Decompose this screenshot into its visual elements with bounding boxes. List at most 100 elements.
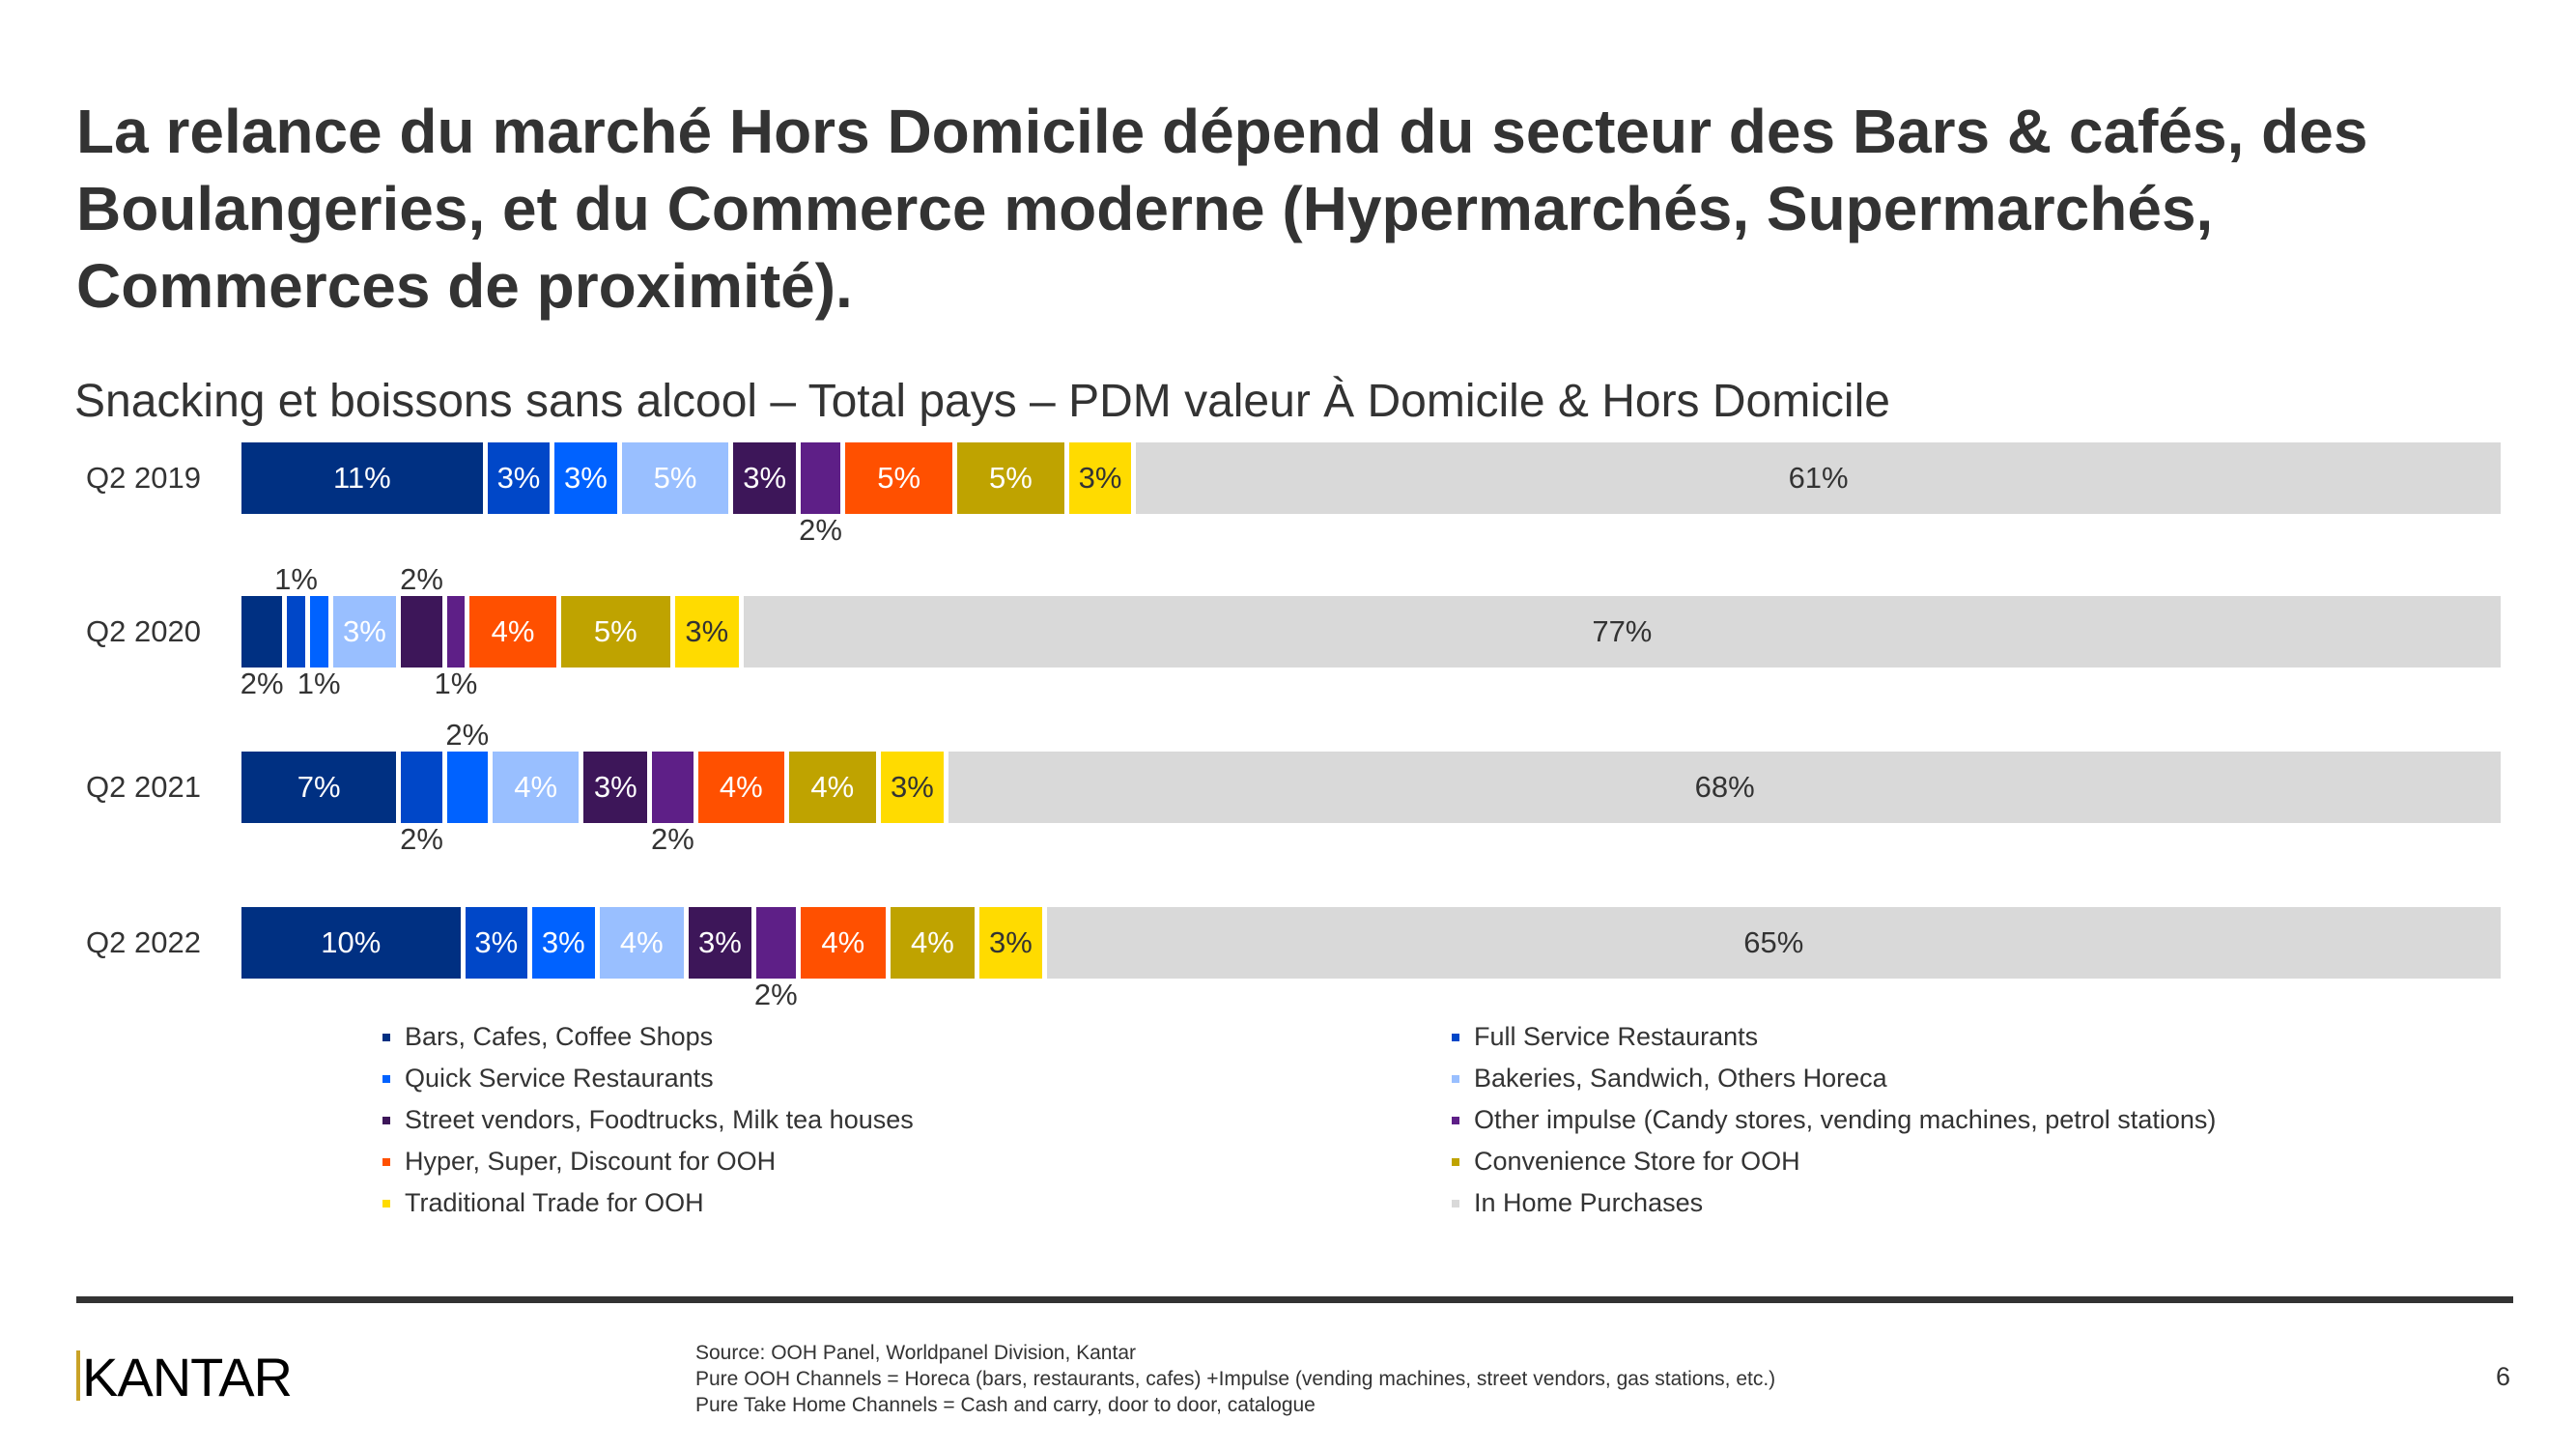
bar-segment: 3% — [674, 596, 744, 668]
bar-segment: 61% — [1136, 442, 2501, 514]
data-label: 3% — [343, 614, 386, 648]
data-label: 3% — [541, 925, 585, 959]
bar-segment: 3% — [733, 442, 801, 514]
legend-swatch — [1452, 1074, 1459, 1083]
legend-swatch — [1452, 1157, 1459, 1166]
legend-swatch — [382, 1199, 390, 1208]
data-label: 3% — [989, 925, 1033, 959]
legend-swatch — [1452, 1033, 1459, 1041]
bar-segment: 2% — [400, 563, 447, 668]
bar-segment: 3% — [332, 596, 402, 668]
bar-segment: 77% — [743, 596, 2501, 668]
legend-label: Bars, Cafes, Coffee Shops — [405, 1022, 714, 1051]
legend-swatch — [382, 1116, 390, 1124]
bar-segment: 2% — [754, 907, 801, 1011]
bar-segment: 2% — [400, 752, 447, 856]
data-label: 3% — [743, 461, 787, 495]
legend-item: In Home Purchases — [1452, 1188, 1703, 1218]
bar-segment: 3% — [583, 752, 653, 823]
data-label: 2% — [240, 667, 284, 700]
data-label: 3% — [1078, 461, 1122, 495]
data-label: 1% — [434, 667, 478, 700]
data-label: 2% — [400, 822, 443, 856]
bar-segment: 1% — [435, 596, 477, 700]
data-label: 3% — [496, 461, 541, 495]
data-label: 11% — [332, 461, 391, 495]
data-label: 4% — [491, 614, 535, 648]
data-label: 2% — [650, 822, 694, 856]
bar-segment: 4% — [800, 907, 891, 979]
legend-label: Traditional Trade for OOH — [405, 1188, 704, 1217]
data-label: 2% — [400, 562, 443, 596]
legend-swatch — [382, 1033, 390, 1041]
source-note: Source: OOH Panel, Worldpanel Division, … — [695, 1340, 1775, 1418]
legend-item: Hyper, Super, Discount for OOH — [382, 1147, 776, 1177]
data-label: 3% — [697, 925, 742, 959]
bar-segment: 3% — [880, 752, 949, 823]
data-label: 1% — [274, 562, 318, 596]
data-label: 5% — [653, 461, 697, 495]
legend-label: Other impulse (Candy stores, vending mac… — [1474, 1105, 2217, 1134]
bar-segment: 2% — [651, 752, 698, 856]
bar-segment: 3% — [532, 907, 600, 979]
bar-segment: 11% — [241, 442, 488, 514]
data-label: 4% — [810, 770, 855, 804]
data-label: 1% — [297, 667, 341, 700]
data-label: 5% — [877, 461, 921, 495]
data-label: 3% — [593, 770, 637, 804]
data-label: 2% — [799, 513, 842, 547]
data-label: 4% — [719, 770, 763, 804]
bar-segment: 5% — [621, 442, 734, 514]
legend-item: Bars, Cafes, Coffee Shops — [382, 1022, 713, 1052]
bar-segment: 3% — [465, 907, 533, 979]
data-label: 61% — [1788, 461, 1849, 495]
kantar-logo: KANTAR — [76, 1350, 292, 1401]
bar-segment: 4% — [789, 752, 881, 823]
data-label: 4% — [910, 925, 954, 959]
data-label: 77% — [1592, 614, 1653, 648]
data-label: 5% — [989, 461, 1033, 495]
bar-segment: 5% — [957, 442, 1069, 514]
bar-segment: 10% — [241, 907, 466, 979]
data-label: 3% — [685, 614, 729, 648]
bar-segment: 7% — [241, 752, 402, 823]
bar-segment: 3% — [487, 442, 555, 514]
page-number: 6 — [2496, 1362, 2511, 1391]
data-label: 68% — [1694, 770, 1755, 804]
legend-item: Traditional Trade for OOH — [382, 1188, 704, 1218]
bar-segment: 68% — [948, 752, 2501, 823]
bar-segment: 1% — [274, 563, 318, 668]
bar-segment: 1% — [297, 596, 341, 700]
bar-segment: 2% — [241, 596, 288, 700]
chart-subtitle: Snacking et boissons sans alcool – Total… — [74, 376, 1890, 427]
bar-segment: 3% — [979, 907, 1047, 979]
stacked-bar: 7% 2% 2% 4% 3% 2% 4% 4% 3% 68% — [241, 719, 2501, 856]
legend-label: Street vendors, Foodtrucks, Milk tea hou… — [405, 1105, 914, 1134]
category-label: Q2 2020 — [86, 614, 201, 648]
source-line: Source: OOH Panel, Worldpanel Division, … — [695, 1342, 1136, 1364]
source-line: Pure OOH Channels = Horeca (bars, restau… — [695, 1368, 1776, 1390]
legend-label: In Home Purchases — [1474, 1188, 1704, 1217]
bar-segment: 3% — [1068, 442, 1137, 514]
bar-segment: 2% — [445, 719, 493, 823]
legend-item: Full Service Restaurants — [1452, 1022, 1758, 1052]
data-label: 5% — [593, 614, 637, 648]
bar-segment: 4% — [599, 907, 690, 979]
legend-item: Street vendors, Foodtrucks, Milk tea hou… — [382, 1105, 914, 1135]
bar-segment: 4% — [492, 752, 584, 823]
legend-item: Other impulse (Candy stores, vending mac… — [1452, 1105, 2216, 1135]
legend-item: Convenience Store for OOH — [1452, 1147, 1800, 1177]
data-label: 3% — [891, 770, 934, 804]
bar-segment: 5% — [560, 596, 675, 668]
legend-label: Convenience Store for OOH — [1474, 1147, 1800, 1176]
data-label: 2% — [445, 718, 490, 752]
data-label: 10% — [321, 925, 382, 959]
data-label: 4% — [821, 925, 865, 959]
legend-label: Hyper, Super, Discount for OOH — [405, 1147, 777, 1176]
data-label: 3% — [564, 461, 608, 495]
legend-label: Bakeries, Sandwich, Others Horeca — [1474, 1064, 1887, 1093]
footer-divider — [76, 1296, 2513, 1303]
category-label: Q2 2019 — [86, 461, 201, 495]
data-label: 4% — [514, 770, 558, 804]
source-line: Pure Take Home Channels = Cash and carry… — [695, 1394, 1316, 1416]
